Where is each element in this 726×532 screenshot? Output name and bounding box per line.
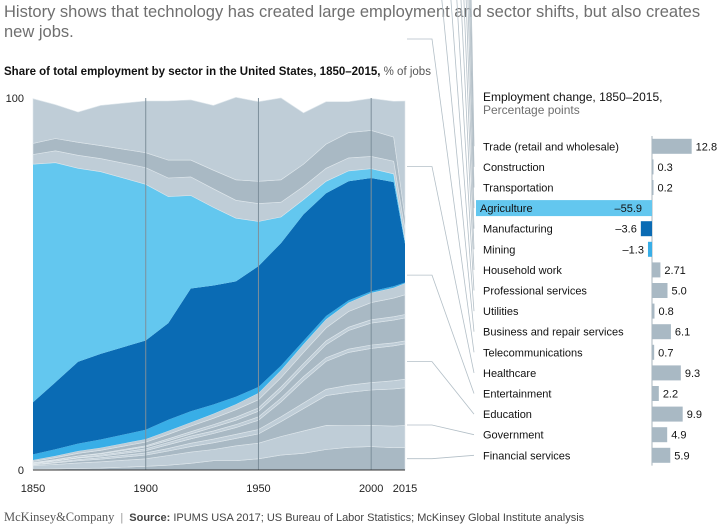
bar-trade-retail-and-wholesale (652, 138, 692, 154)
bar-construction (652, 159, 654, 175)
y-tick-label: 0 (18, 465, 24, 477)
footer-separator: | (120, 512, 124, 524)
bar-manufacturing (640, 221, 652, 237)
area-trade-retail-and-wholesale (32, 96, 406, 218)
bar-value-label: –1.3 (623, 244, 644, 256)
area-axes: 1850 1900 1950 2000 2015 0 100 (6, 93, 418, 495)
leader-lines (407, 0, 475, 460)
stacked-area-chart (32, 96, 406, 471)
bar-value-label: 0.7 (658, 347, 673, 359)
footer: McKinsey&Company | Source: IPUMS USA 2017;… (4, 510, 584, 525)
bar-value-label: 6.1 (675, 327, 690, 339)
bar-government (652, 427, 668, 443)
employment-change-bar-chart: Employment change, 1850–2015,Percentage … (476, 90, 717, 466)
bar-value-label: 0.8 (658, 306, 673, 318)
bar-value-label: 0.3 (658, 162, 673, 174)
bar-category-label: Household work (483, 265, 562, 277)
leader-line (468, 0, 475, 188)
bar-chart-title: Employment change, 1850–2015, (483, 90, 662, 104)
bar-business-and-repair-services (652, 324, 671, 340)
bar-value-label: 9.9 (687, 409, 702, 421)
bar-value-label: –3.6 (615, 224, 636, 236)
area-manufacturing (33, 178, 405, 455)
bar-category-label: Agriculture (480, 203, 533, 215)
bar-entertainment (652, 386, 659, 401)
leader-line (407, 454, 475, 460)
chart-subtitle: Share of total employment by sector in t… (4, 66, 431, 78)
bar-value-label: 9.3 (685, 368, 700, 380)
bar-value-label: 2.2 (663, 389, 678, 401)
bar-category-label: Healthcare (483, 368, 536, 380)
bar-category-label: Professional services (483, 286, 587, 298)
source-text: IPUMS USA 2017; US Bureau of Labor Stati… (173, 512, 585, 524)
leader-line (456, 0, 475, 291)
x-tick-label: 1850 (21, 483, 45, 495)
bar-category-label: Business and repair services (483, 327, 624, 339)
bar-value-label: 0.2 (658, 183, 673, 195)
leader-line (407, 424, 475, 436)
bar-value-label: 2.71 (664, 265, 685, 277)
x-tick-label: 2000 (359, 483, 383, 495)
leader-line (407, 274, 475, 394)
bar-professional-services (652, 283, 668, 298)
bar-transportation (652, 180, 654, 195)
bar-category-label: Financial services (483, 450, 571, 462)
x-tick-label: 2015 (393, 483, 417, 495)
leader-line (407, 38, 475, 353)
bar-value-label: 4.9 (671, 430, 686, 442)
leader-line (407, 166, 475, 373)
leader-line (469, 0, 475, 167)
bar-category-label: Mining (483, 244, 515, 256)
leader-line (407, 361, 475, 415)
area-household-work (32, 282, 406, 462)
bar-healthcare (652, 365, 681, 381)
brand-logo: McKinsey&Company (4, 510, 115, 524)
bar-utilities (652, 303, 655, 319)
bar-mining (647, 241, 652, 257)
bar-value-label: –55.9 (614, 203, 642, 215)
bar-financial-services (652, 447, 671, 463)
subtitle-text: Share of total employment by sector in t… (4, 66, 381, 78)
leader-line (450, 0, 475, 312)
bar-category-label: Trade (retail and wholesale) (483, 141, 619, 153)
bar-value-label: 5.9 (674, 450, 689, 462)
bar-telecommunications (652, 344, 655, 360)
source-label: Source: (129, 512, 171, 524)
area-agriculture (33, 162, 405, 403)
bar-agriculture (476, 200, 652, 217)
y-tick-label: 100 (6, 93, 24, 105)
bar-category-label: Manufacturing (483, 224, 553, 236)
bar-category-label: Education (483, 409, 532, 421)
leader-line (441, 0, 475, 332)
bar-category-label: Construction (483, 162, 545, 174)
x-tick-label: 1950 (246, 483, 270, 495)
bar-chart-subtitle: Percentage points (483, 103, 580, 117)
bar-category-label: Utilities (483, 306, 519, 318)
bar-value-label: 5.0 (672, 286, 687, 298)
year-gridlines (145, 98, 372, 470)
bar-value-label: 12.8 (696, 141, 717, 153)
x-tick-label: 1900 (133, 483, 157, 495)
headline: History shows that technology has create… (4, 3, 701, 41)
bar-category-label: Transportation (483, 183, 554, 195)
bar-category-label: Telecommunications (483, 347, 583, 359)
subtitle-unit: % of jobs (383, 66, 431, 78)
bar-education (652, 406, 683, 422)
bar-category-label: Entertainment (483, 389, 551, 401)
bar-household-work (652, 262, 661, 278)
bar-category-label: Government (483, 430, 544, 442)
